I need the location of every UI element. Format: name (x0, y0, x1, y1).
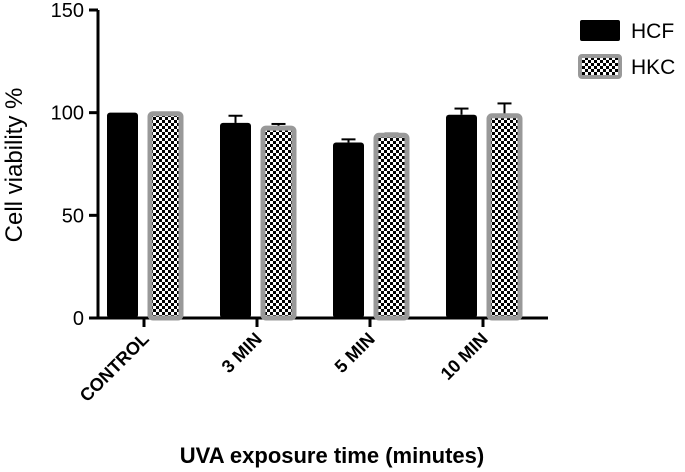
legend: HCF HKC (578, 20, 675, 79)
bar (220, 122, 251, 318)
legend-label: HCF (631, 20, 674, 43)
y-tick-label: 0 (73, 308, 84, 330)
y-tick-label: 100 (51, 103, 84, 125)
x-tick-label: 3 MIN (218, 329, 266, 377)
y-tick-label: 150 (51, 0, 84, 22)
legend-swatch (580, 20, 620, 41)
x-tick-label: CONTROL (76, 329, 153, 406)
y-tick-label: 50 (62, 205, 84, 227)
bar (107, 112, 138, 319)
bar (446, 114, 477, 318)
bar (373, 132, 410, 321)
bar (147, 111, 184, 321)
x-ticks: CONTROL 3 MIN 5 MIN 10 MIN (76, 318, 492, 406)
x-tick-label: 5 MIN (331, 329, 379, 377)
y-axis-title: Cell viability % (1, 88, 28, 243)
bar (260, 125, 297, 321)
x-tick-label: 10 MIN (437, 329, 492, 384)
bars (107, 102, 523, 321)
bar (486, 113, 523, 321)
legend-label: HKC (631, 56, 675, 79)
y-ticks: 0 50 100 150 (51, 0, 98, 330)
x-axis-title: UVA exposure time (minutes) (180, 443, 484, 468)
legend-swatch (578, 54, 622, 79)
bar (333, 142, 364, 318)
